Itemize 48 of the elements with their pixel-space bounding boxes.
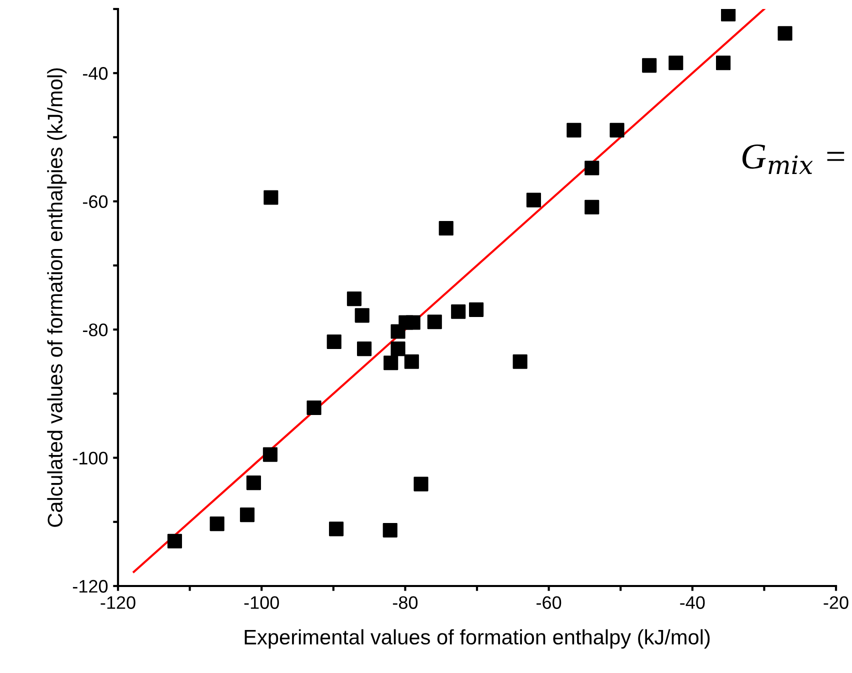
point: [584, 200, 600, 214]
point: [721, 9, 736, 22]
point: [384, 356, 398, 370]
x-tick-label: -40: [680, 596, 705, 609]
point: [306, 400, 322, 416]
y-tick-label: -80: [82, 323, 108, 336]
y-tick-label: -40: [82, 67, 108, 80]
point: [414, 476, 428, 492]
point: [642, 58, 657, 73]
point: [512, 354, 528, 369]
point: [427, 314, 442, 330]
point: [584, 160, 600, 176]
point: [610, 122, 624, 138]
point: [326, 334, 342, 350]
x-tick-label: -120: [100, 596, 136, 609]
point: [469, 302, 484, 317]
point: [668, 56, 684, 70]
point: [346, 292, 362, 306]
point: [167, 534, 182, 548]
point: [328, 522, 344, 536]
point: [778, 26, 792, 41]
y-axis-title: Calculated values of formation enthalpies (kJ/mol): [47, 68, 67, 527]
point: [390, 324, 406, 339]
x-axis-title: Experimental values of formation enthalpy (kJ/mol): [244, 629, 710, 649]
x-tick-label: -80: [392, 596, 418, 609]
point: [210, 516, 224, 532]
point: [451, 304, 466, 319]
point: [382, 522, 398, 538]
point: [240, 508, 255, 522]
x-tick-label: -20: [824, 596, 848, 609]
point: [262, 447, 278, 462]
point: [438, 220, 454, 236]
point: [264, 190, 278, 205]
annotation: G$_{mix}$ =: [742, 144, 844, 174]
point: [406, 315, 420, 330]
y-tick-label: -100: [72, 452, 108, 464]
point: [404, 354, 419, 369]
point: [354, 308, 370, 323]
point: [716, 56, 731, 70]
y-tick-label: -60: [82, 195, 108, 208]
y-tick-label: -120: [72, 580, 108, 593]
x-tick-label: -60: [536, 596, 562, 609]
x-tick-label: -100: [244, 596, 279, 609]
point: [390, 342, 406, 356]
point: [526, 192, 542, 208]
point: [246, 475, 261, 490]
point: [356, 342, 372, 356]
point: [566, 122, 582, 138]
